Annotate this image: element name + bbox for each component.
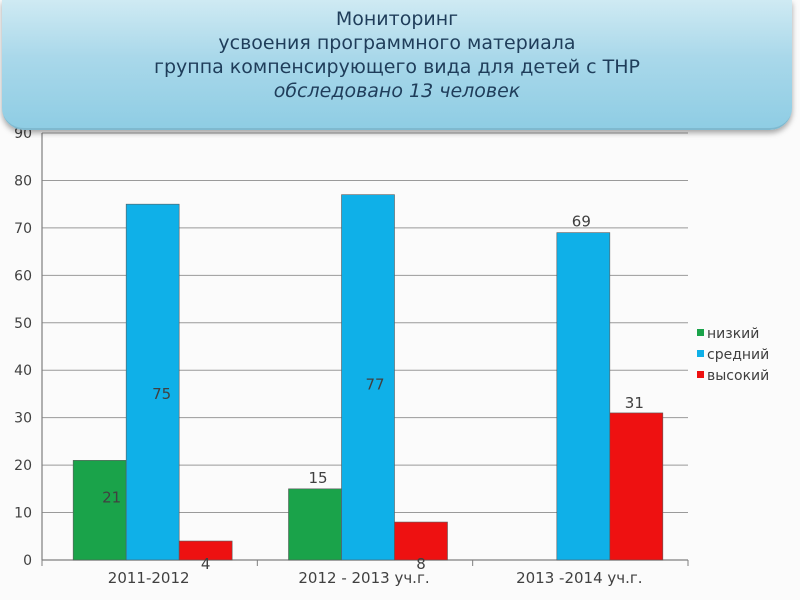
bar-средний: [125, 203, 180, 561]
bar-низкий: [288, 488, 342, 561]
bar-низкий: [72, 460, 127, 561]
data-label: 31: [625, 394, 644, 412]
bar-средний: [556, 232, 611, 561]
data-label: 21: [102, 488, 121, 506]
bar-высокий: [178, 540, 233, 561]
legend-label: средний: [707, 347, 769, 363]
legend-swatch-средний: [697, 350, 704, 357]
legend-label: высокий: [707, 368, 769, 384]
y-tick-label: 10: [14, 506, 32, 522]
y-tick-label: 20: [14, 458, 32, 474]
data-label: 4: [201, 555, 211, 573]
legend-swatch-низкий: [697, 329, 704, 336]
y-tick-label: 80: [14, 173, 32, 189]
y-tick-label: 0: [23, 553, 32, 569]
title-line-3: группа компенсирующего вида для детей с …: [153, 56, 641, 78]
data-label: 75: [152, 385, 171, 403]
title-line-2: усвоения программного материала: [218, 32, 576, 54]
y-tick-label: 60: [14, 268, 32, 284]
data-label: 15: [308, 469, 327, 487]
x-category-label: 2011-2012: [108, 569, 190, 587]
data-label: 77: [365, 376, 384, 394]
y-tick-label: 40: [14, 363, 32, 379]
y-tick-label: 70: [14, 221, 32, 237]
legend-swatch-высокий: [697, 371, 704, 378]
bar-высокий: [609, 412, 664, 561]
title-banner: Мониторинг усвоения программного материа…: [2, 0, 792, 130]
bar-высокий: [394, 521, 448, 561]
y-tick-label: 30: [14, 411, 32, 427]
y-tick-label: 90: [14, 126, 32, 142]
data-label: 69: [572, 213, 591, 231]
title-line-4: обследовано 13 человек: [273, 80, 521, 102]
legend-label: низкий: [707, 326, 759, 342]
x-category-label: 2012 - 2013 уч.г.: [298, 569, 429, 587]
bar-средний: [341, 194, 395, 561]
y-tick-label: 50: [14, 316, 32, 332]
data-label: 8: [416, 555, 426, 573]
title-line-1: Мониторинг: [335, 8, 459, 30]
x-category-label: 2013 -2014 уч.г.: [516, 569, 642, 587]
